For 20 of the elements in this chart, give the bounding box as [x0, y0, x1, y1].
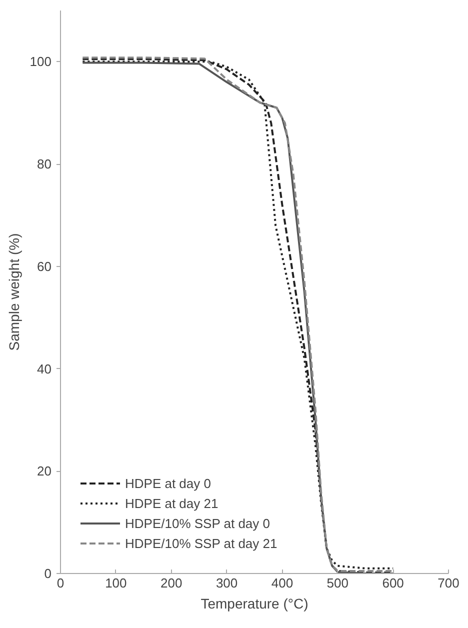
y-axis-title: Sample weight (%)	[6, 233, 22, 351]
legend-label: HDPE/10% SSP at day 0	[125, 516, 270, 530]
x-axis-title: Temperature (°C)	[200, 596, 308, 612]
x-tick-label: 600	[382, 576, 404, 590]
x-tick-label: 400	[271, 576, 294, 590]
y-tick-label: 60	[37, 258, 52, 274]
y-tick-label: 20	[37, 464, 52, 479]
y-tick-label: 40	[37, 361, 52, 376]
x-tick-label: 200	[160, 576, 182, 590]
legend-label: HDPE at day 0	[125, 476, 211, 490]
x-tick-label: 700	[438, 576, 460, 590]
x-tick-label: 0	[56, 576, 64, 590]
x-tick-label: 100	[105, 576, 127, 590]
y-tick-label: 0	[44, 566, 52, 581]
x-tick-label: 300	[216, 576, 238, 590]
legend-label: HDPE at day 21	[125, 496, 218, 510]
y-tick-label: 80	[37, 156, 52, 172]
legend-label: HDPE/10% SSP at day 21	[125, 536, 278, 550]
x-tick-label: 500	[326, 576, 348, 590]
y-tick-label: 100	[30, 54, 52, 70]
